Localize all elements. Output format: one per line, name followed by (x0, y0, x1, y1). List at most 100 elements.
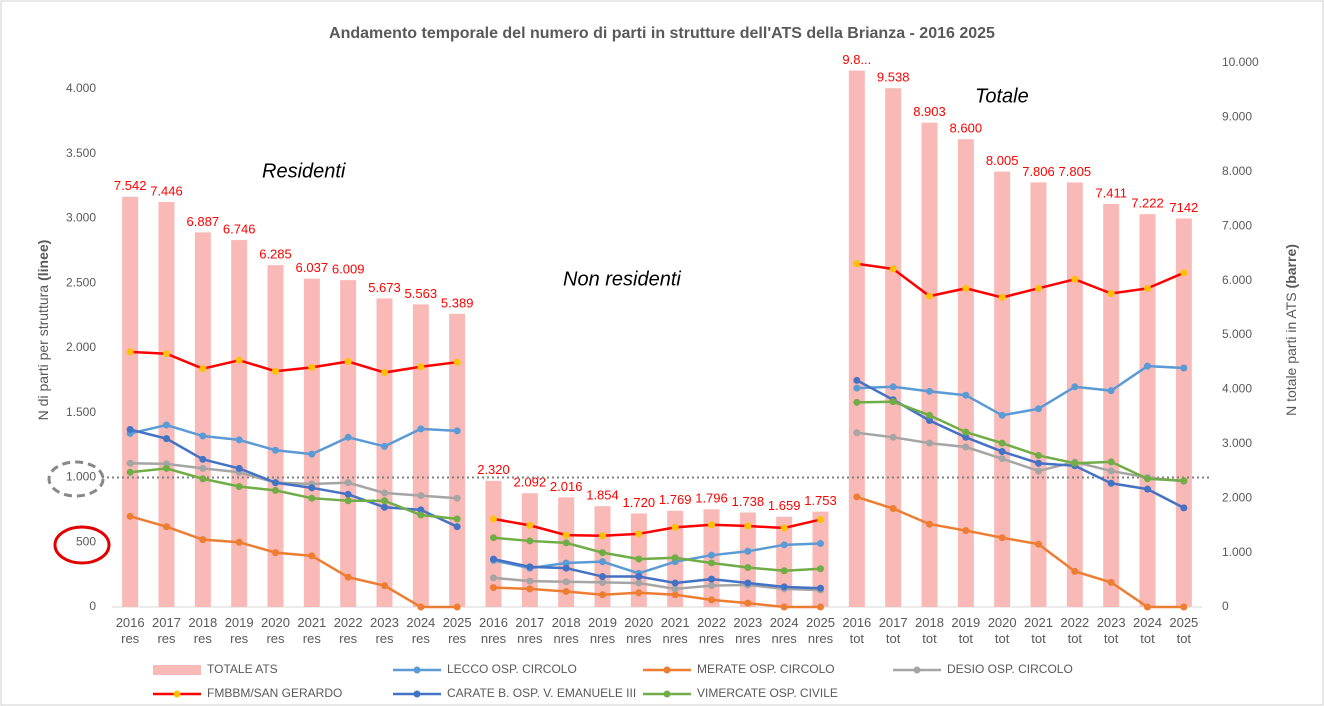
line-marker (1180, 603, 1188, 611)
bar-value-label: 1.854 (586, 488, 619, 503)
line-marker (1071, 275, 1079, 283)
line-marker (780, 583, 788, 591)
x-tick-year: 2016 (116, 615, 145, 630)
line-marker (235, 483, 243, 491)
bar-value-label: 7.806 (1022, 164, 1055, 179)
bar-value-label: 7.446 (150, 183, 183, 198)
line-marker (199, 455, 207, 463)
x-tick-year: 2016 (842, 615, 871, 630)
line-marker (526, 585, 534, 593)
line-marker (962, 391, 970, 399)
line-marker (708, 596, 715, 604)
line-marker (708, 575, 715, 583)
line-marker (272, 486, 279, 494)
x-tick-year: 2022 (697, 615, 726, 630)
line-marker (163, 464, 170, 472)
line-marker (344, 358, 352, 366)
x-tick-group: res (375, 631, 394, 646)
line-marker (235, 436, 243, 444)
y2-tick-label: 2.000 (1222, 490, 1252, 504)
bar-value-label: 2.016 (550, 479, 583, 494)
line-marker (1180, 269, 1188, 277)
line-marker (599, 549, 606, 557)
line-marker (998, 439, 1006, 447)
line-marker (599, 578, 606, 586)
y-axis-label-part: N di parti per struttura (35, 285, 51, 421)
line-marker (1035, 467, 1042, 475)
line-marker (381, 497, 388, 505)
line-marker (417, 506, 425, 514)
bar (231, 240, 248, 607)
line-marker (599, 573, 606, 581)
line-marker (1035, 540, 1042, 548)
line-marker (453, 515, 461, 523)
x-tick-year: 2025 (1169, 615, 1198, 630)
x-tick-year: 2019 (951, 615, 980, 630)
x-tick-group: tot (1104, 631, 1119, 646)
x-tick-year: 2018 (552, 615, 581, 630)
line-marker (1144, 284, 1151, 292)
x-tick-group: tot (850, 631, 865, 646)
line-marker (526, 521, 534, 529)
line-marker (998, 455, 1006, 463)
x-tick-group: res (194, 631, 213, 646)
bar-value-label: 1.738 (732, 494, 765, 509)
annotation: Non residenti (563, 268, 681, 290)
x-tick-group: tot (1031, 631, 1046, 646)
bar-value-label: 7.542 (114, 178, 147, 193)
x-tick-label: 2017 res (152, 615, 181, 646)
line-series (493, 517, 821, 538)
line-marker (199, 432, 207, 440)
line-marker (671, 523, 679, 531)
x-tick-label: 2022 res (334, 615, 363, 646)
line-series (856, 431, 1184, 483)
line-marker (453, 603, 461, 611)
bar-value-label: 5.389 (441, 295, 474, 310)
bar (885, 88, 902, 608)
line-marker (635, 573, 643, 581)
y-axis-label-part: (linee) (35, 240, 51, 281)
bar (921, 122, 938, 607)
line-marker (926, 411, 933, 419)
bar-value-label: 6.009 (332, 262, 365, 277)
line-marker (308, 494, 316, 502)
x-tick-label: 2018 res (188, 615, 217, 646)
y2-tick-label: 5.000 (1222, 327, 1252, 341)
x-tick-label: 2018 nres (552, 615, 581, 646)
y2-axis-label: N totale parti in ATS (barre) (1283, 244, 1299, 416)
line-marker (199, 475, 207, 483)
x-tick-label: 2021 res (297, 615, 326, 646)
y-tick-label: 0 (89, 599, 96, 613)
line-marker (998, 534, 1006, 542)
line-marker (562, 564, 570, 572)
y-tick-label: 3.000 (66, 211, 96, 225)
line-series (130, 350, 458, 374)
line-marker (998, 293, 1006, 301)
x-tick-group: nres (663, 631, 689, 646)
x-tick-group: res (412, 631, 431, 646)
line-marker (126, 426, 134, 434)
bar (558, 497, 575, 607)
line-marker (744, 599, 752, 607)
line-marker (889, 265, 897, 273)
line-marker (526, 537, 534, 545)
line-marker (126, 459, 134, 467)
y2-tick-label: 0 (1222, 599, 1229, 613)
x-tick-label: 2018 tot (915, 615, 944, 646)
line-marker (998, 448, 1006, 456)
x-tick-year: 2019 (225, 615, 254, 630)
line-marker (1144, 485, 1151, 493)
x-tick-label: 2022 nres (697, 615, 726, 646)
line-marker (126, 468, 134, 476)
legend-label: LECCO OSP. CIRCOLO (447, 662, 577, 676)
line-marker (562, 559, 570, 567)
line-series (129, 423, 458, 456)
bar-value-label: 1.720 (623, 495, 656, 510)
line-marker (526, 577, 534, 585)
line-marker (744, 563, 752, 571)
x-tick-year: 2023 (370, 615, 399, 630)
line-marker (817, 584, 824, 592)
bar-value-label: 5.673 (368, 280, 401, 295)
x-tick-year: 2024 (406, 615, 435, 630)
bar (412, 304, 429, 607)
